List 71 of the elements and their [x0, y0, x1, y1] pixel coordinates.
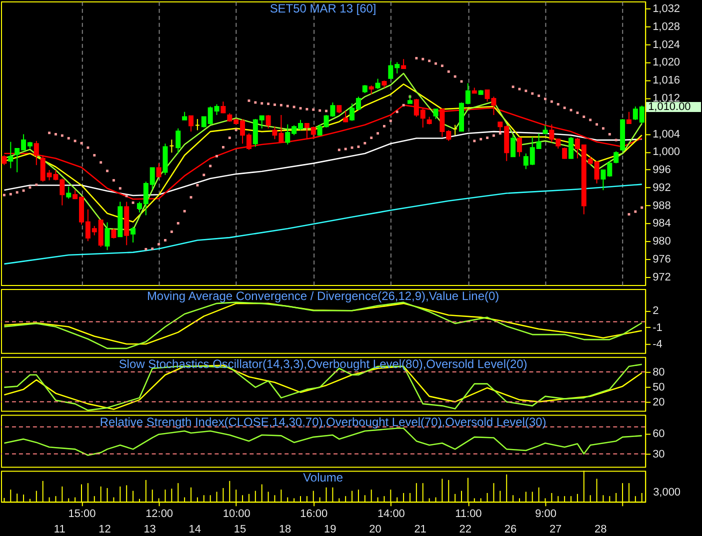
x-tick-label: 12:00 — [146, 508, 174, 520]
text: 27 — [549, 524, 562, 536]
y-tick-label: 1,024 — [652, 38, 680, 51]
x-tick-label: 9:00 — [535, 508, 556, 520]
candlestick — [626, 111, 632, 124]
y-tick-label: 984 — [652, 218, 671, 230]
candlestick — [562, 147, 568, 160]
candlestick — [104, 222, 110, 251]
y-tick-label: 60 — [652, 428, 665, 440]
line-series — [4, 184, 643, 265]
candlestick — [614, 150, 619, 164]
candlestick — [111, 228, 116, 239]
text: 11 — [54, 524, 66, 536]
y-tick-label: 1,000 — [652, 146, 680, 158]
y-tick-label: 972 — [652, 271, 671, 284]
y-tick-label: 1,020 — [652, 56, 680, 69]
chart-title: SET50 MAR 13 [60] — [270, 1, 376, 16]
text: 22 — [459, 524, 472, 536]
y-tick-label: 30 — [652, 448, 665, 460]
y-tick-label: 1,028 — [652, 20, 680, 33]
y-tick-label: 1,016 — [652, 74, 680, 87]
y-tick-label: 80 — [652, 366, 665, 378]
y-tick-label: 996 — [652, 164, 671, 176]
text: 1,010.00 — [648, 100, 691, 113]
candlestick — [66, 186, 72, 200]
text: 21 — [414, 524, 426, 536]
chart-title: Volume — [303, 470, 344, 485]
candlestick — [516, 136, 522, 158]
text: 14 — [188, 524, 201, 536]
y-tick-label: 1,032 — [652, 3, 680, 16]
text: 19 — [324, 524, 336, 536]
candlestick — [8, 141, 14, 169]
candlestick — [375, 78, 380, 90]
candlestick — [510, 134, 516, 158]
text: 3,000 — [653, 486, 681, 498]
candlestick — [568, 136, 574, 160]
candlestick — [188, 115, 194, 132]
text: 15 — [234, 524, 246, 536]
y-tick-label: -1 — [652, 322, 662, 334]
text: 26 — [504, 524, 517, 536]
candlestick — [130, 226, 136, 243]
candlestick — [176, 128, 181, 154]
line-series — [4, 428, 643, 456]
x-tick-label: 11:00 — [455, 508, 482, 520]
text: 12 — [98, 524, 111, 536]
text: 20 — [369, 524, 382, 536]
y-tick-label: 992 — [652, 182, 671, 194]
y-tick-label: 1,004 — [652, 128, 680, 140]
y-tick-label: 988 — [652, 200, 671, 212]
y-tick-label: 20 — [652, 396, 665, 408]
candlestick — [156, 162, 162, 178]
x-tick-label: 10:00 — [222, 508, 250, 520]
chart-title: Moving Average Convergence / Divergence(26,12,9),Value Line(0) — [146, 288, 500, 303]
candlestick — [220, 101, 226, 114]
candlestick — [401, 58, 406, 69]
y-tick-label: 980 — [652, 236, 671, 248]
candlestick — [34, 140, 39, 166]
candlestick — [433, 108, 438, 120]
x-tick-label: 16:00 — [300, 508, 328, 520]
text: 13 — [144, 524, 156, 536]
candlestick — [266, 114, 271, 129]
y-tick-label: 50 — [652, 381, 665, 394]
y-tick-label: 976 — [652, 254, 671, 266]
line-series — [4, 130, 643, 196]
x-tick-label: 15:00 — [68, 508, 96, 520]
y-tick-label: -4 — [652, 338, 662, 350]
x-tick-label: 14:00 — [377, 508, 405, 520]
text: 28 — [594, 524, 607, 536]
y-tick-label: 2 — [652, 305, 659, 318]
chart-title: Relative Strength Index(CLOSE,14,30,70),Overbought Level(70),Oversold Level(30) — [100, 414, 546, 429]
text: 18 — [278, 524, 292, 536]
